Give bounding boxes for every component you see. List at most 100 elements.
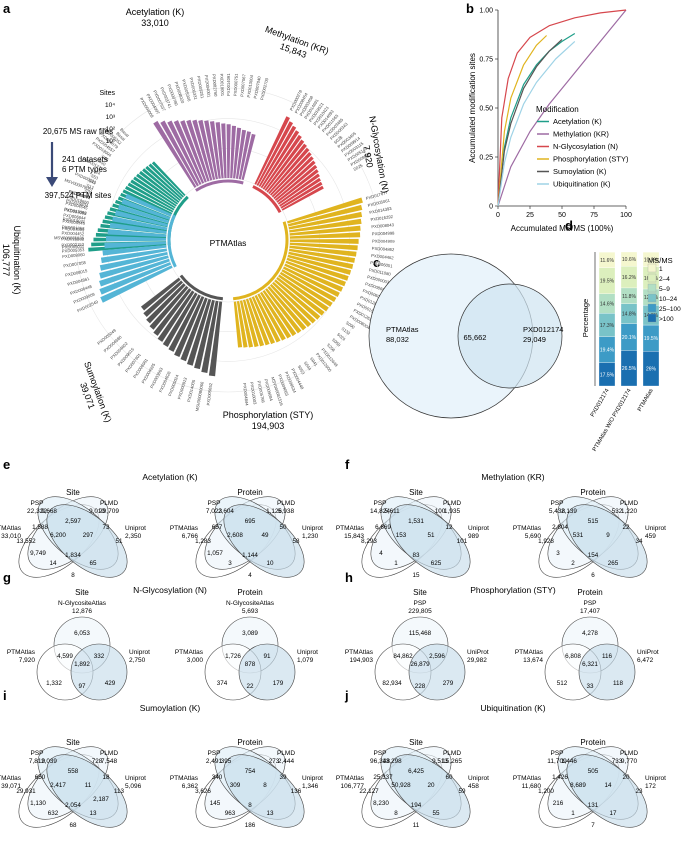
dataset-label: PXD008607 [364,281,388,293]
venn-set-ellipse [223,504,305,578]
d-legend-entry: 25–100 [659,306,681,313]
dataset-bar [262,290,297,337]
venn-set-name: PSP [373,750,386,757]
panel-label-g: g [3,570,11,585]
segment-label: 17.3% [600,323,615,329]
venn-region-count: 100 [435,508,446,515]
dataset-label: PXD010001 [219,73,225,96]
venn-set-ellipse [389,504,471,578]
d-legend-swatch [647,273,657,283]
venn-set-count: 96,348 [370,758,390,765]
d-legend-entry: 2–4 [659,276,670,283]
dataset-bar [287,204,363,227]
venn-set-name: Uniprot [125,525,146,532]
segment-label: 14.8% [622,312,637,318]
dataset-label: PXD013004 [246,74,254,98]
dataset-bar [226,124,231,179]
d-legend-entry: 10–24 [659,296,677,303]
venn-set-count: 15,265 [442,758,462,765]
venn-set-name: PLMD [100,500,118,507]
dataset-bar [167,120,202,185]
venn-set-name: PTMAtlas [170,525,199,532]
dataset-bar [267,286,307,331]
dataset-label: PXD002760 [211,74,218,98]
dataset-bar [274,164,318,201]
dataset-label: S204 [326,342,337,353]
dataset-bar [149,285,189,330]
venn-subtitle: Protein [580,738,605,747]
venn-region-count: 6,425 [408,768,424,775]
dataset-label: PXD007058 [63,260,87,269]
venn-region-count: 179 [273,680,284,687]
venn-set-name: PSP [207,500,220,507]
venn-region-count: 228 [415,683,426,690]
dataset-label: PXD009084 [263,378,274,402]
group-baseline-arc [167,214,177,268]
venn-set-name: Uniprot [129,649,150,656]
venn-region-count: 4 [248,572,252,579]
dataset-bar [201,300,219,373]
dataset-bar [105,236,167,242]
venn-region-count: 963 [225,810,236,817]
venn-set-ellipse [46,504,128,578]
segment-label: 17.5% [600,372,615,378]
group-baseline-arc [195,179,244,192]
dataset-bar [236,300,248,348]
dataset-bar [233,301,243,348]
venn-region-count: 4,599 [57,653,73,660]
venn-set-name: N-GlycositeAtlas [226,600,275,607]
venn-circle-pxd012174 [457,283,563,389]
venn-region-count: 1,531 [408,518,424,525]
segment-label: 11.6% [600,258,614,264]
venn-region-count: 13,298 [382,758,402,765]
venn-region-count: 17 [609,810,617,817]
series-line [497,32,576,207]
venn-region-count: 512 [557,680,568,687]
dataset-bar [269,284,312,328]
group-total-label: 33,010 [141,18,169,28]
legend-title: Modification [536,105,579,114]
venn-set-name: PSP [30,500,43,507]
dataset-bar [186,298,212,366]
dataset-label: PXD005306 [181,79,192,103]
venn-subtitle: Protein [237,488,262,497]
venn-subtitle: Site [409,738,423,747]
venn-set-count: 6,472 [637,657,654,664]
venn-region-count: 91 [263,653,271,660]
dataset-label: PXD007003 [62,226,86,233]
dataset-bar [102,245,167,256]
y-tick-label: 0.75 [479,57,493,64]
venn-region-count: 58 [292,538,300,545]
dataset-label: PXD014005 [186,379,196,403]
venn-region-count: 97 [78,683,86,690]
venn-region-count: 29,931 [16,788,36,795]
venn-region-count: 116 [602,653,613,660]
venn-set-name: PTMAtlas [513,775,542,782]
venn-region-count: 7 [591,822,595,829]
venn-region-count: 309 [230,782,241,789]
venn-region-count: 1,332 [46,680,62,687]
y-tick-label: 0.50 [479,106,493,113]
venn-region-count: 8 [71,572,75,579]
dataset-bar [192,119,213,181]
venn-c-only-b: 29,049 [523,335,546,344]
venn-region-count: 3 [228,560,232,567]
venn-region-count: 8,293 [361,538,377,545]
d-legend-swatch [647,283,657,293]
venn-set-name: PTMAtlas [336,525,365,532]
venn-set-count: 7,548 [101,758,118,765]
dataset-label: S028 [333,134,344,145]
venn-set-count: 989 [468,533,479,540]
venn-set-count: 5,693 [242,608,259,615]
venn-set-name: PLMD [277,750,295,757]
venn-c-overlap: 65,662 [464,333,487,342]
venn-set-count: 9,770 [621,758,638,765]
venn-region-count: 8 [248,802,252,809]
venn-region-count: 8 [263,782,267,789]
dataset-bar [251,296,276,345]
venn-region-count: 2,597 [65,518,81,525]
dataset-label: PXD009261 [196,76,205,100]
sites-tick-1: 10⁴ [105,102,115,109]
